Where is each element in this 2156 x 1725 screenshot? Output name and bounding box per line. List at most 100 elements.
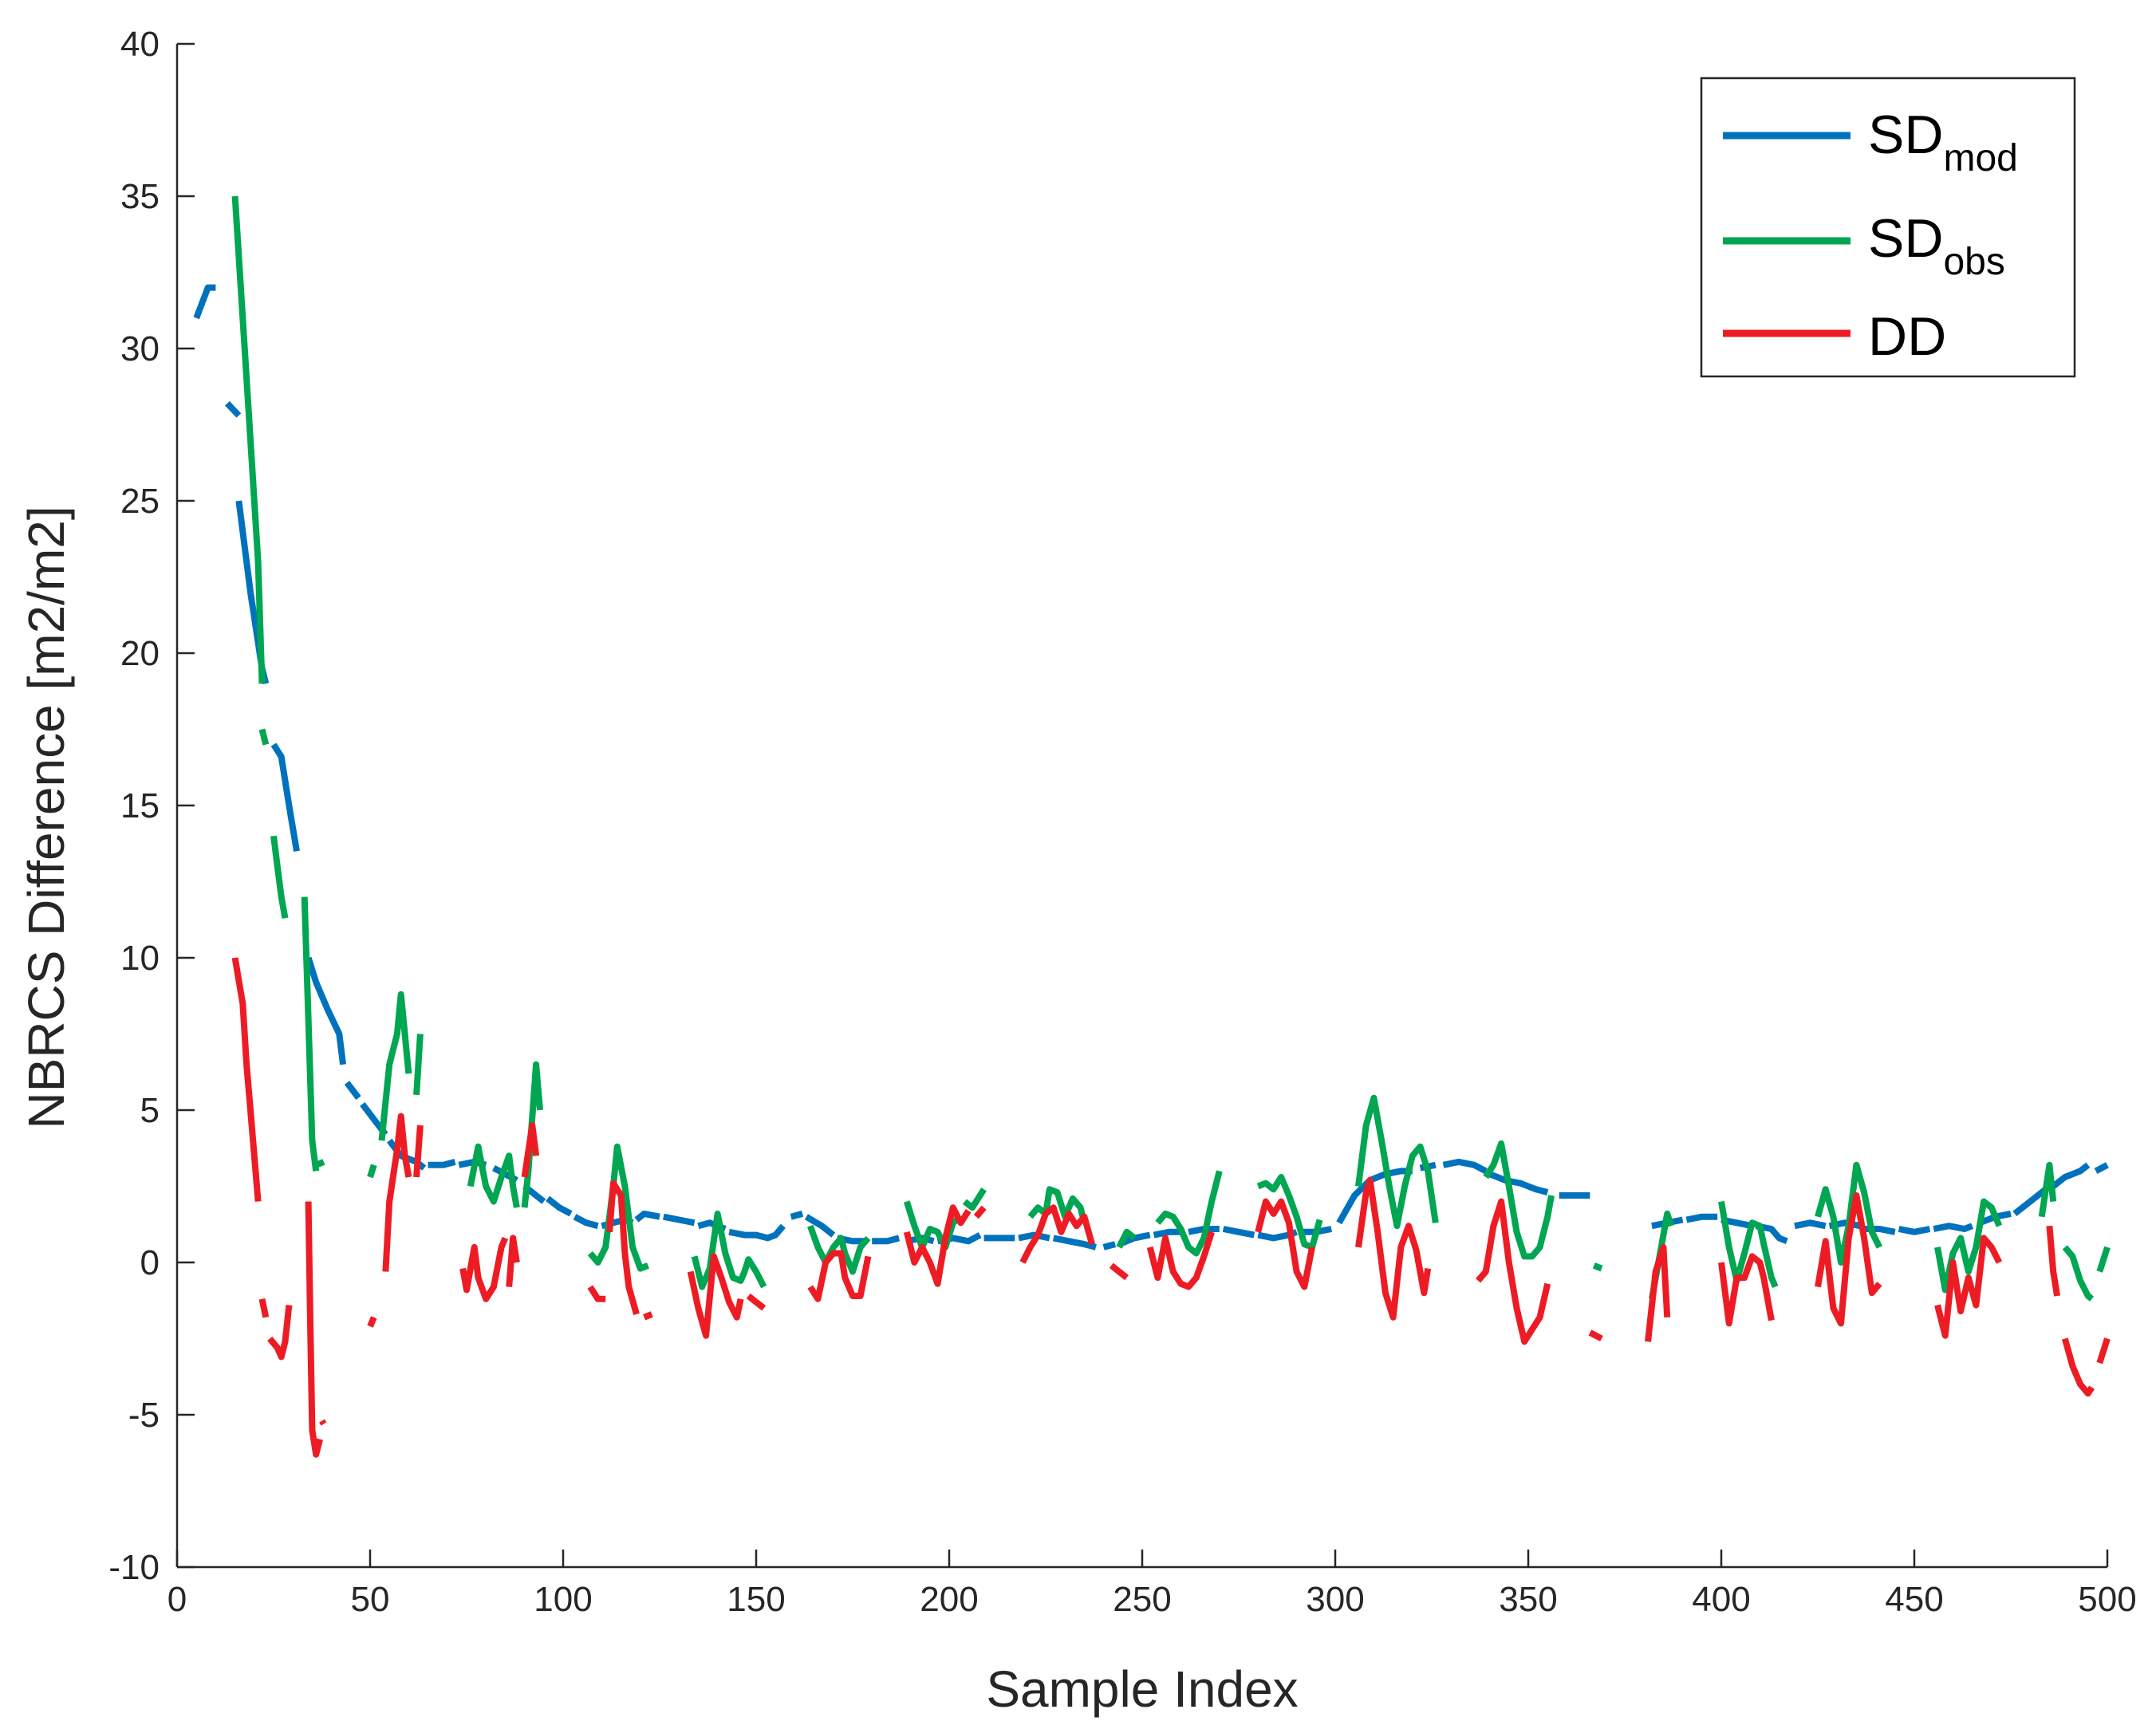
x-axis-title: Sample Index — [986, 1660, 1298, 1718]
series-sd-mod-segment-12 — [546, 1195, 573, 1217]
series-dd-segment-26 — [1645, 1243, 1671, 1342]
series-dd-segment-3 — [305, 1201, 323, 1458]
series-sd-mod-segment-3 — [270, 742, 300, 852]
series-sd-mod-segment-16 — [663, 1213, 696, 1227]
series-dd-segment-21 — [1146, 1231, 1215, 1290]
series-dd-segment-27 — [1718, 1253, 1775, 1327]
series-sd-mod-segment-38 — [1488, 1171, 1549, 1195]
series-dd-segment-7 — [413, 1124, 424, 1178]
series-sd-mod-segment-18 — [728, 1223, 786, 1242]
series-dd-segment-32 — [2096, 1337, 2111, 1365]
series-dd-segment-19 — [1019, 1204, 1095, 1264]
series-sd-mod-segment-44 — [1794, 1219, 1827, 1230]
series-sd-mod-segment-28 — [1102, 1241, 1117, 1250]
series-sd-obs-segment-3 — [301, 896, 320, 1172]
x-tick-label-250: 250 — [1113, 1580, 1171, 1619]
x-tick-label-0: 0 — [168, 1580, 187, 1619]
y-tick-label-10: 10 — [120, 939, 160, 978]
x-tick-label-350: 350 — [1499, 1580, 1557, 1619]
series-dd-segment-6 — [382, 1113, 412, 1272]
series-dd-segment-13 — [643, 1311, 653, 1321]
series-sd-mod-segment-4 — [305, 956, 347, 1065]
series-sd-mod-segment-52 — [2094, 1162, 2109, 1174]
series-sd-obs-segment-27 — [2062, 1245, 2095, 1302]
series-dd-segment-2 — [267, 1305, 293, 1361]
series-dd-segment-18 — [973, 1205, 987, 1219]
series-sd-mod-segment-47 — [1898, 1226, 1931, 1235]
series-dd-segment-4 — [319, 1419, 327, 1426]
y-tick-label-20: 20 — [120, 634, 160, 673]
y-tick-label--10: -10 — [108, 1548, 160, 1587]
series-dd-segment-15 — [746, 1293, 767, 1311]
series-dd-segment-8 — [459, 1236, 509, 1302]
series-dd-segment-20 — [1109, 1262, 1129, 1281]
series-dd-segment-1 — [258, 1298, 270, 1318]
series-sd-obs-segment-13 — [903, 1200, 963, 1250]
series-dd-segment-31 — [2061, 1337, 2095, 1397]
y-tick-label-15: 15 — [120, 786, 160, 825]
x-tick-label-450: 450 — [1885, 1580, 1943, 1619]
legend-sd-obs-base: SD — [1868, 208, 1943, 269]
legend-label-dd: DD — [1868, 306, 1946, 367]
series-dd-segment-23 — [1355, 1176, 1432, 1321]
series-dd-segment-11 — [587, 1285, 606, 1302]
series-dd-segment-29 — [1934, 1235, 2003, 1339]
series-sd-mod-segment-8 — [428, 1159, 456, 1168]
series-sd-mod-segment-37 — [1442, 1158, 1488, 1174]
series-sd-obs-segment-25 — [1934, 1198, 2003, 1294]
series-sd-obs-segment-28 — [2096, 1246, 2111, 1273]
y-axis-title: NBRCS Difference [m2/m2] — [18, 506, 75, 1128]
y-tick-label-30: 30 — [120, 329, 160, 368]
series-dd — [231, 957, 2111, 1458]
series-sd-mod-segment-48 — [1933, 1223, 1974, 1232]
series-sd-obs-segment-0 — [231, 195, 266, 684]
series-sd-mod-segment-51 — [2047, 1162, 2091, 1192]
x-tick-label-200: 200 — [920, 1580, 978, 1619]
series-sd-obs-segment-4 — [314, 1159, 325, 1168]
series-sd-mod-segment-50 — [2012, 1187, 2048, 1217]
plot-lines — [193, 195, 2111, 1458]
series-sd-obs-segment-15 — [1027, 1186, 1088, 1224]
x-tick-label-400: 400 — [1692, 1580, 1750, 1619]
series-dd-segment-22 — [1255, 1198, 1315, 1290]
x-tick-label-150: 150 — [727, 1580, 785, 1619]
y-tick-label-25: 25 — [120, 482, 160, 521]
series-dd-segment-14 — [687, 1253, 744, 1339]
series-sd-obs-segment-11 — [691, 1210, 767, 1290]
series-sd-obs-segment-7 — [413, 1034, 424, 1096]
series-sd-obs-segment-5 — [367, 1164, 377, 1179]
series-dd-segment-16 — [807, 1250, 872, 1302]
x-axis-ticks: 0 50 100 150 200 250 300 350 400 450 500 — [168, 1550, 2137, 1619]
series-sd-obs-segment-8 — [467, 1143, 520, 1208]
legend-sd-mod-subscript: mod — [1943, 137, 2017, 179]
series-sd-obs-segment-16 — [1116, 1228, 1137, 1249]
x-tick-label-500: 500 — [2078, 1580, 2136, 1619]
series-sd-obs-segment-21 — [1592, 1262, 1603, 1272]
legend-label-sd-mod: SDmod — [1868, 104, 2018, 179]
series-dd-segment-28 — [1815, 1192, 1882, 1327]
x-tick-label-50: 50 — [351, 1580, 390, 1619]
series-sd-mod-segment-26 — [1018, 1231, 1050, 1242]
series-dd-segment-5 — [367, 1316, 377, 1328]
series-sd-obs-segment-10 — [587, 1143, 649, 1272]
series-sd-mod-segment-43 — [1755, 1223, 1788, 1245]
series-sd-mod-segment-0 — [193, 284, 216, 320]
legend: SDmod SDobs DD — [1700, 77, 2076, 378]
legend-sd-obs-subscript: obs — [1943, 241, 2004, 283]
legend-label-sd-obs: SDobs — [1868, 208, 2005, 283]
series-dd-segment-9 — [506, 1235, 520, 1287]
series-sd-mod-segment-27 — [1052, 1235, 1097, 1250]
series-sd-obs-segment-9 — [521, 1061, 543, 1208]
series-sd-mod-segment-22 — [872, 1235, 901, 1245]
y-tick-label-0: 0 — [140, 1243, 160, 1282]
series-dd-segment-30 — [2046, 1225, 2061, 1297]
series-sd-obs-segment-17 — [1155, 1170, 1223, 1257]
series-sd-mod-segment-1 — [225, 401, 242, 418]
series-sd-obs-segment-18 — [1256, 1174, 1323, 1250]
series-sd-obs-segment-2 — [270, 835, 289, 920]
series-sd-obs-segment-6 — [378, 990, 412, 1141]
x-tick-label-300: 300 — [1306, 1580, 1364, 1619]
series-sd-mod-segment-5 — [344, 1081, 361, 1101]
series-dd-segment-17 — [903, 1204, 972, 1287]
legend-box — [1700, 77, 2076, 378]
